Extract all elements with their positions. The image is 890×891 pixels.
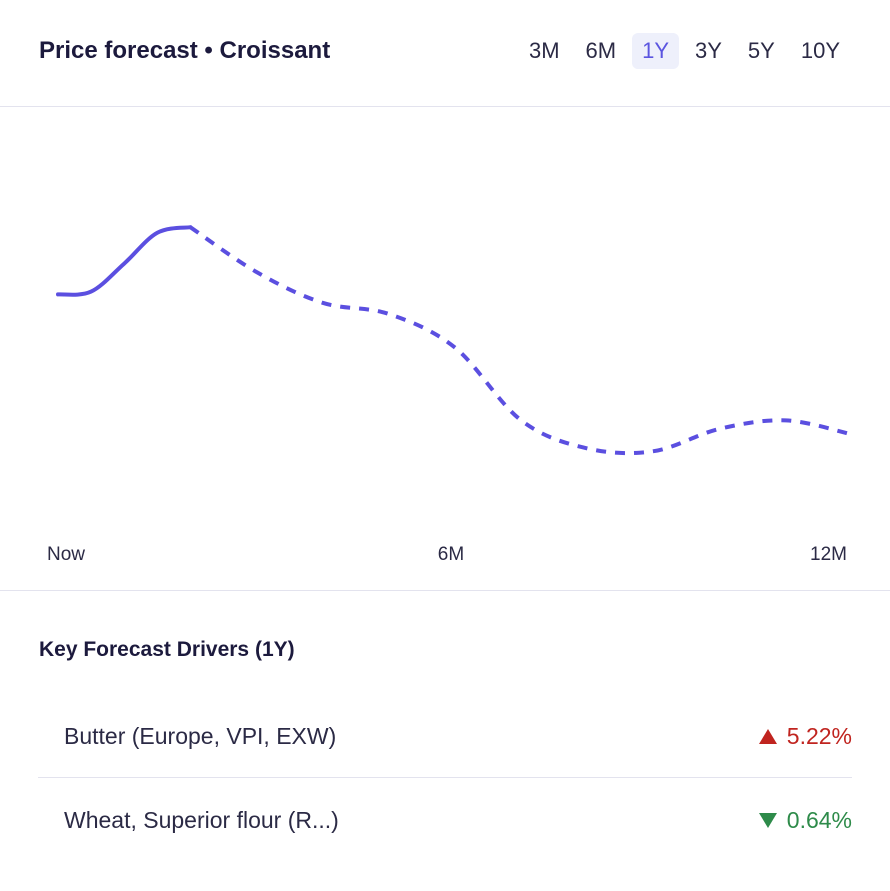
page-title: Price forecast • Croissant <box>39 37 331 64</box>
range-1y[interactable]: 1Y <box>632 33 679 69</box>
arrow-up-icon <box>758 729 777 744</box>
forecast-chart: Now 6M 12M <box>0 108 890 591</box>
range-6m[interactable]: 6M <box>585 38 617 63</box>
series-line-forecast <box>189 225 853 456</box>
range-3y[interactable]: 3Y <box>695 38 722 63</box>
range-5y[interactable]: 5Y <box>747 38 775 63</box>
driver-row-butter[interactable]: Butter (Europe, VPI, EXW) 5.22% <box>38 694 852 778</box>
range-selector: 3M 6M 1Y 3Y 5Y 10Y <box>519 33 850 69</box>
x-tick-label-now: Now <box>47 544 85 565</box>
range-10y[interactable]: 10Y <box>800 38 840 63</box>
driver-change: 0.64% <box>758 807 852 834</box>
x-tick-label-12m: 12M <box>810 544 847 565</box>
driver-name: Wheat, Superior flour (R...) <box>64 807 339 833</box>
forecast-chart-svg: Now 6M 12M <box>47 225 853 565</box>
driver-name: Butter (Europe, VPI, EXW) <box>64 723 337 749</box>
driver-change: 5.22% <box>758 723 852 750</box>
range-3m[interactable]: 3M <box>528 38 560 63</box>
driver-row-wheat[interactable]: Wheat, Superior flour (R...) 0.64% <box>38 778 852 862</box>
driver-change-value: 5.22% <box>786 723 852 749</box>
chart-header: Price forecast • Croissant 3M 6M 1Y 3Y 5… <box>0 0 890 107</box>
driver-change-value: 0.64% <box>786 807 852 833</box>
drivers-title: Key Forecast Drivers (1Y) <box>39 638 295 661</box>
x-tick-label-6m: 6M <box>438 544 464 565</box>
arrow-down-icon <box>758 813 777 828</box>
series-line-actual <box>56 225 193 297</box>
